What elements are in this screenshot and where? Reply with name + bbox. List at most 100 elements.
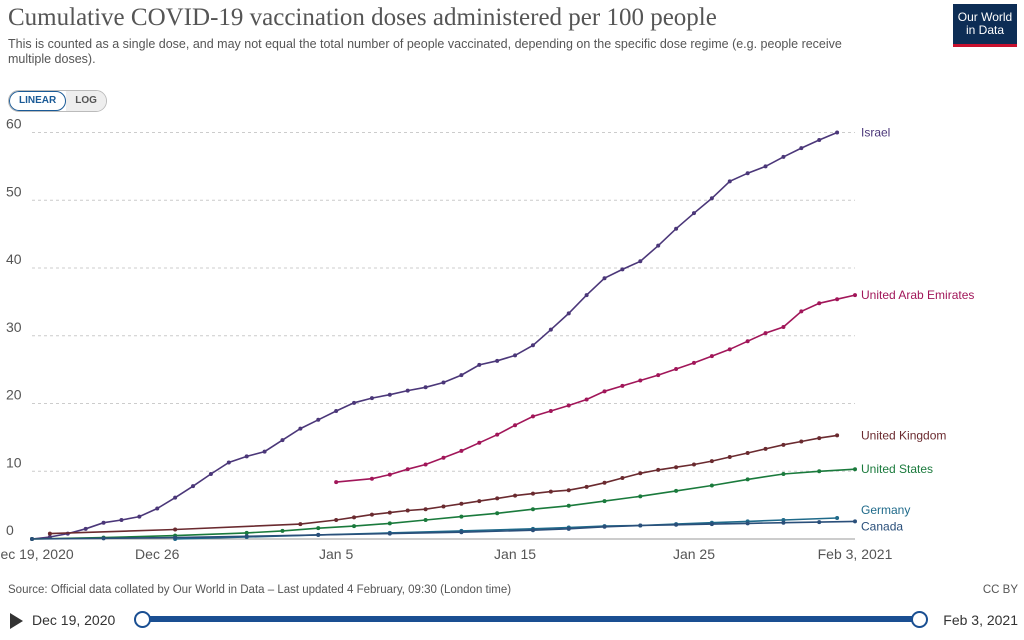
- data-point[interactable]: [835, 130, 840, 135]
- data-point[interactable]: [423, 385, 428, 390]
- data-point[interactable]: [817, 301, 822, 306]
- data-point[interactable]: [781, 324, 786, 329]
- data-point[interactable]: [817, 138, 822, 142]
- data-point[interactable]: [566, 503, 571, 508]
- log-scale-button[interactable]: LOG: [66, 91, 106, 111]
- linear-scale-button[interactable]: LINEAR: [9, 91, 67, 111]
- data-point[interactable]: [334, 518, 339, 523]
- data-point[interactable]: [352, 400, 357, 405]
- series-label[interactable]: Israel: [861, 126, 890, 140]
- data-point[interactable]: [423, 518, 428, 523]
- data-point[interactable]: [548, 489, 553, 494]
- data-point[interactable]: [513, 493, 518, 498]
- data-point[interactable]: [835, 297, 840, 302]
- data-point[interactable]: [83, 526, 88, 531]
- data-point[interactable]: [369, 476, 374, 481]
- data-point[interactable]: [548, 408, 553, 413]
- data-point[interactable]: [244, 534, 249, 539]
- data-point[interactable]: [781, 471, 786, 476]
- data-point[interactable]: [387, 472, 392, 477]
- data-point[interactable]: [495, 358, 500, 363]
- data-point[interactable]: [709, 459, 714, 464]
- data-point[interactable]: [101, 520, 106, 525]
- data-point[interactable]: [745, 450, 750, 455]
- series-label[interactable]: United Arab Emirates: [861, 288, 974, 302]
- data-point[interactable]: [298, 426, 303, 431]
- data-point[interactable]: [602, 276, 607, 281]
- data-point[interactable]: [674, 465, 679, 470]
- data-point[interactable]: [495, 511, 500, 516]
- data-point[interactable]: [155, 506, 160, 511]
- data-point[interactable]: [316, 526, 321, 531]
- play-icon[interactable]: [10, 613, 23, 629]
- data-point[interactable]: [477, 440, 482, 445]
- data-point[interactable]: [835, 433, 840, 438]
- data-point[interactable]: [602, 389, 607, 394]
- data-point[interactable]: [369, 396, 374, 401]
- data-point[interactable]: [674, 522, 679, 527]
- data-point[interactable]: [566, 403, 571, 408]
- series-label[interactable]: Canada: [861, 519, 903, 533]
- data-point[interactable]: [745, 339, 750, 344]
- data-point[interactable]: [727, 455, 732, 460]
- data-point[interactable]: [441, 380, 446, 385]
- data-point[interactable]: [244, 530, 249, 535]
- data-point[interactable]: [530, 528, 535, 533]
- data-point[interactable]: [781, 442, 786, 447]
- data-point[interactable]: [745, 521, 750, 526]
- data-point[interactable]: [835, 516, 840, 520]
- data-point[interactable]: [781, 154, 786, 159]
- data-point[interactable]: [101, 536, 106, 541]
- data-point[interactable]: [745, 477, 750, 482]
- data-point[interactable]: [173, 535, 178, 540]
- data-point[interactable]: [405, 508, 410, 513]
- data-point[interactable]: [119, 518, 124, 523]
- data-point[interactable]: [674, 366, 679, 371]
- data-point[interactable]: [817, 436, 822, 441]
- data-point[interactable]: [620, 267, 625, 272]
- data-point[interactable]: [817, 469, 822, 474]
- data-point[interactable]: [763, 164, 768, 169]
- series-label[interactable]: United Kingdom: [861, 428, 946, 442]
- data-point[interactable]: [853, 519, 857, 524]
- data-point[interactable]: [566, 311, 571, 316]
- data-point[interactable]: [638, 523, 643, 528]
- data-point[interactable]: [405, 467, 410, 472]
- data-point[interactable]: [709, 354, 714, 359]
- data-point[interactable]: [459, 373, 464, 378]
- data-point[interactable]: [727, 347, 732, 352]
- data-point[interactable]: [674, 488, 679, 493]
- data-point[interactable]: [495, 432, 500, 437]
- data-point[interactable]: [316, 417, 321, 422]
- data-point[interactable]: [405, 388, 410, 393]
- data-point[interactable]: [763, 446, 768, 451]
- data-point[interactable]: [853, 467, 857, 472]
- data-point[interactable]: [387, 392, 392, 397]
- data-point[interactable]: [423, 507, 428, 512]
- data-point[interactable]: [799, 439, 804, 444]
- data-point[interactable]: [513, 353, 518, 358]
- series-line[interactable]: [31, 468, 856, 540]
- data-point[interactable]: [530, 343, 535, 348]
- data-point[interactable]: [656, 467, 661, 472]
- data-point[interactable]: [244, 454, 249, 459]
- data-point[interactable]: [781, 520, 786, 525]
- data-point[interactable]: [620, 476, 625, 481]
- data-point[interactable]: [691, 360, 696, 365]
- data-point[interactable]: [441, 504, 446, 509]
- data-point[interactable]: [262, 449, 267, 454]
- data-point[interactable]: [602, 480, 607, 485]
- data-point[interactable]: [530, 507, 535, 512]
- data-point[interactable]: [334, 408, 339, 413]
- series-label[interactable]: United States: [861, 462, 933, 476]
- data-point[interactable]: [674, 226, 679, 231]
- data-point[interactable]: [584, 397, 589, 402]
- data-point[interactable]: [226, 460, 231, 465]
- timeline-track[interactable]: [142, 616, 920, 622]
- data-point[interactable]: [369, 512, 374, 517]
- data-point[interactable]: [477, 499, 482, 504]
- data-point[interactable]: [459, 530, 464, 535]
- data-point[interactable]: [638, 471, 643, 476]
- data-point[interactable]: [691, 462, 696, 467]
- timeline-start-handle[interactable]: [134, 611, 151, 628]
